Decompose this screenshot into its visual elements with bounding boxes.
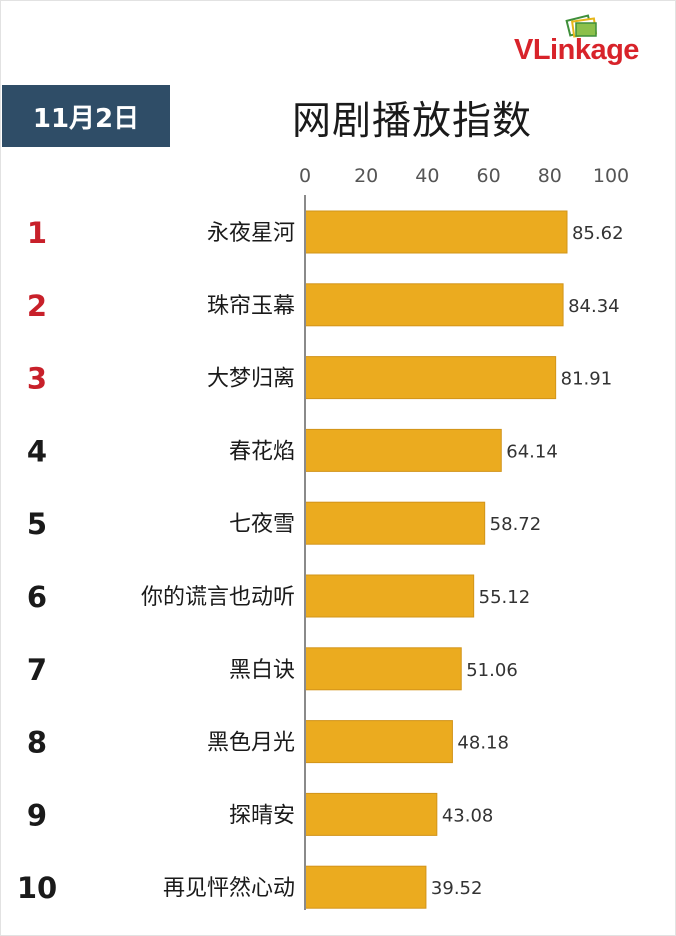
category-label: 七夜雪: [229, 512, 295, 537]
rank-number: 1: [27, 216, 47, 250]
bar-value-label: 51.06: [466, 660, 518, 681]
rank-number: 8: [27, 726, 47, 760]
logo-main-text: VLink: [514, 34, 591, 66]
bar: [304, 283, 564, 327]
rank-number: 6: [27, 580, 47, 614]
logo-wordmark: VLinkage: [514, 34, 639, 67]
bar: [304, 720, 453, 764]
rank-number: 2: [27, 289, 47, 323]
bar-value-label: 43.08: [442, 805, 494, 826]
bar: [304, 865, 427, 909]
rank-number: 9: [27, 798, 47, 832]
bar-value-label: 55.12: [479, 587, 531, 608]
category-label: 大梦归离: [207, 367, 295, 392]
rank-number: 3: [27, 362, 47, 396]
category-label: 黑色月光: [207, 731, 295, 756]
category-label: 探晴安: [229, 803, 295, 828]
bar: [304, 356, 557, 400]
x-tick-label: 0: [299, 165, 311, 187]
category-label: 黑白诀: [229, 658, 295, 683]
bar: [304, 501, 486, 545]
bar-value-label: 85.62: [572, 223, 624, 244]
category-label: 珠帘玉幕: [207, 294, 295, 319]
rank-number: 4: [27, 434, 47, 468]
logo-sub-text: age: [590, 34, 639, 66]
bar-value-label: 84.34: [568, 296, 620, 317]
x-tick-label: 80: [538, 165, 562, 187]
bar-value-label: 81.91: [561, 369, 613, 390]
bar: [304, 210, 568, 254]
rank-number: 7: [27, 653, 47, 687]
x-tick-label: 60: [477, 165, 501, 187]
bar: [304, 428, 502, 472]
x-tick-label: 20: [354, 165, 378, 187]
vlinkage-logo: VLinkage: [512, 12, 672, 74]
bar: [304, 792, 438, 836]
bar-value-label: 48.18: [457, 733, 509, 754]
x-tick-label: 100: [593, 165, 629, 187]
chart-title: 网剧播放指数: [292, 99, 533, 144]
rank-number: 5: [27, 507, 47, 541]
bar: [304, 647, 462, 691]
category-label: 你的谎言也动听: [141, 585, 295, 610]
bar-value-label: 39.52: [431, 878, 483, 899]
date-badge: 11月2日: [2, 85, 170, 147]
category-label: 永夜星河: [207, 221, 295, 246]
x-tick-label: 40: [415, 165, 439, 187]
bar-value-label: 58.72: [490, 514, 542, 535]
category-label: 再见怦然心动: [163, 876, 295, 901]
bar: [304, 574, 475, 618]
logo-cards-icon: [565, 14, 598, 38]
bar-value-label: 64.14: [506, 441, 558, 462]
category-label: 春花焰: [229, 439, 295, 464]
rank-number: 10: [17, 871, 57, 905]
